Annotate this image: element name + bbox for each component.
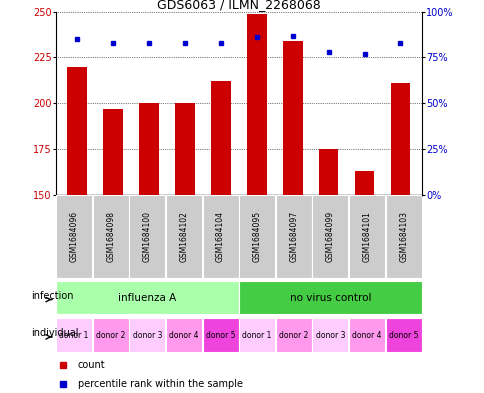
Text: donor 2: donor 2 [278,331,308,340]
Bar [246,14,266,195]
Text: donor 5: donor 5 [388,331,418,340]
Bar [390,83,409,195]
Bar [103,108,123,195]
Bar [202,318,238,352]
Text: GSM1684101: GSM1684101 [362,211,371,262]
Bar [56,318,92,352]
Text: no virus control: no virus control [289,293,370,303]
Title: GDS6063 / ILMN_2268068: GDS6063 / ILMN_2268068 [157,0,320,11]
Text: percentile rank within the sample: percentile rank within the sample [77,379,242,389]
Text: GSM1684095: GSM1684095 [252,211,261,263]
Text: GSM1684103: GSM1684103 [398,211,408,262]
Text: donor 3: donor 3 [315,331,345,340]
Text: influenza A: influenza A [118,293,176,303]
Text: donor 5: donor 5 [205,331,235,340]
Bar [92,318,128,352]
Bar [348,318,384,352]
Bar [385,195,421,278]
Bar [318,149,338,195]
Text: donor 3: donor 3 [132,331,162,340]
Bar [129,195,165,278]
Text: GSM1684104: GSM1684104 [215,211,225,262]
Bar [282,41,302,195]
Text: donor 4: donor 4 [169,331,198,340]
Bar [211,81,230,195]
Bar [92,195,128,278]
Bar [139,103,159,195]
Bar [56,195,92,278]
Bar [175,103,195,195]
Text: GSM1684099: GSM1684099 [325,211,334,263]
Text: donor 2: donor 2 [96,331,125,340]
Text: donor 1: donor 1 [242,331,272,340]
Text: infection: infection [30,291,73,301]
Bar [166,195,201,278]
Bar [312,195,348,278]
Text: donor 4: donor 4 [351,331,381,340]
Bar [348,195,384,278]
Bar [239,195,274,278]
Text: individual: individual [30,328,78,338]
Text: donor 1: donor 1 [59,331,89,340]
Bar [275,318,311,352]
Text: GSM1684100: GSM1684100 [142,211,151,262]
Text: GSM1684098: GSM1684098 [106,211,115,262]
Bar [239,318,274,352]
Text: GSM1684097: GSM1684097 [288,211,298,263]
Bar [166,318,201,352]
Bar [354,171,374,195]
Bar [202,195,238,278]
Text: GSM1684102: GSM1684102 [179,211,188,262]
Bar [239,281,421,314]
Text: GSM1684096: GSM1684096 [69,211,78,263]
Text: count: count [77,360,105,370]
Bar [67,67,87,195]
Bar [56,281,238,314]
Bar [129,318,165,352]
Bar [312,318,348,352]
Bar [385,318,421,352]
Bar [275,195,311,278]
